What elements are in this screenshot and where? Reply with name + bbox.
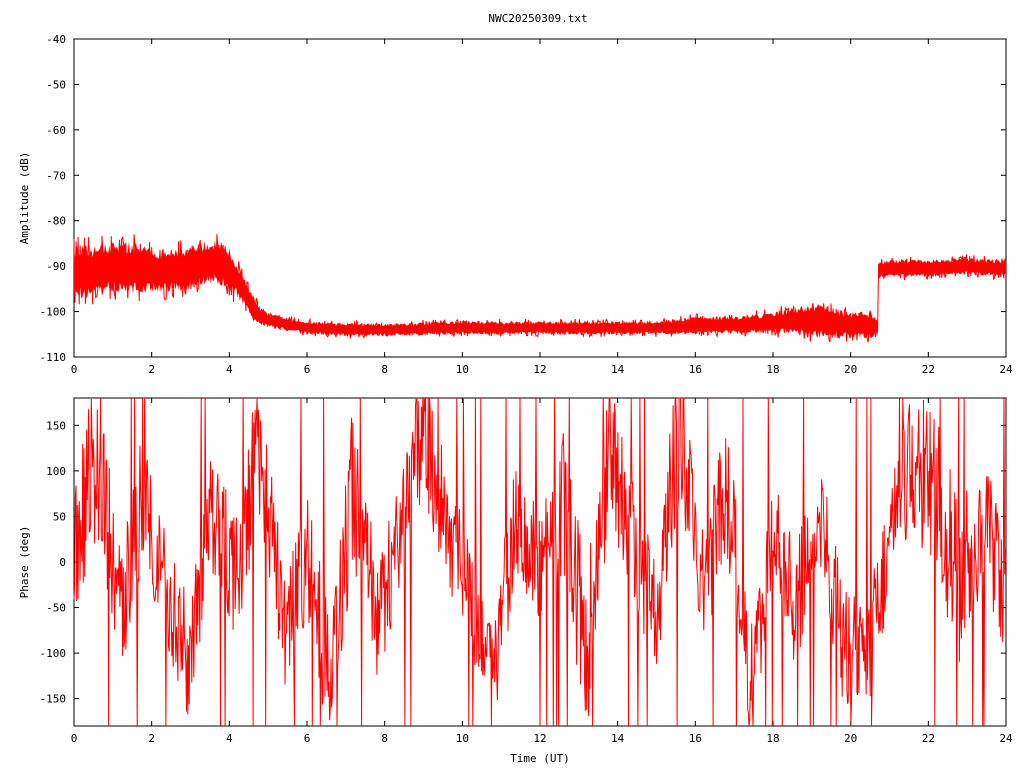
amplitude-series-band [74, 240, 1006, 339]
x-tick-label: 2 [148, 732, 155, 745]
x-tick-label: 4 [226, 732, 233, 745]
amplitude-plot-frame [73, 38, 1007, 358]
amplitude-series-line [73, 234, 1007, 343]
phase-panel: 0 2 4 6 8 10 12 14 16 18 20 22 24-150-100-5005010015… [18, 397, 1013, 765]
y-tick-label: -100 [40, 306, 67, 319]
x-tick-label: 0 [71, 363, 78, 376]
y-tick-label: -100 [40, 647, 67, 660]
x-tick-label: 10 [456, 732, 469, 745]
phase-ticks: 0 2 4 6 8 10 12 14 16 18 20 22 24-150-100-5005010015… [40, 398, 1013, 745]
y-tick-label: 150 [46, 419, 66, 432]
x-tick-label: 14 [611, 732, 625, 745]
y-tick-label: -90 [46, 260, 66, 273]
x-tick-label: 24 [999, 732, 1013, 745]
phase-series-line [73, 397, 1007, 727]
x-tick-label: 12 [533, 363, 546, 376]
y-tick-label: -50 [46, 78, 66, 91]
x-tick-label: 20 [844, 363, 857, 376]
y-tick-label: 50 [53, 510, 66, 523]
x-tick-label: 16 [689, 363, 702, 376]
x-tick-label: 24 [999, 363, 1013, 376]
x-tick-label: 22 [922, 363, 935, 376]
x-tick-label: 10 [456, 363, 469, 376]
x-tick-label: 22 [922, 732, 935, 745]
phase-ylabel: Phase (deg) [18, 526, 31, 599]
x-tick-label: 6 [304, 363, 311, 376]
amplitude-panel: 0 2 4 6 8 10 12 14 16 18 20 22 24-110-100-90-80-70-6… [18, 33, 1013, 376]
y-tick-label: -150 [40, 693, 67, 706]
y-tick-label: -110 [40, 351, 67, 364]
x-tick-label: 14 [611, 363, 625, 376]
chart-title: NWC20250309.txt [488, 12, 587, 25]
y-tick-label: -50 [46, 602, 66, 615]
x-tick-label: 12 [533, 732, 546, 745]
x-tick-label: 2 [148, 363, 155, 376]
y-tick-label: 100 [46, 465, 66, 478]
x-tick-label: 18 [766, 363, 779, 376]
x-tick-label: 0 [71, 732, 78, 745]
y-tick-label: -70 [46, 169, 66, 182]
y-tick-label: -60 [46, 124, 66, 137]
x-tick-label: 8 [381, 363, 388, 376]
x-tick-label: 8 [381, 732, 388, 745]
amplitude-ylabel: Amplitude (dB) [18, 152, 31, 245]
x-tick-label: 18 [766, 732, 779, 745]
x-tick-label: 20 [844, 732, 857, 745]
y-tick-label: 0 [59, 556, 66, 569]
x-tick-label: 4 [226, 363, 233, 376]
y-tick-label: -40 [46, 33, 66, 46]
x-tick-label: 6 [304, 732, 311, 745]
x-tick-label: 16 [689, 732, 702, 745]
y-tick-label: -80 [46, 215, 66, 228]
amplitude-ticks: 0 2 4 6 8 10 12 14 16 18 20 22 24-110-100-90-80-70-6… [40, 33, 1013, 376]
phase-xlabel: Time (UT) [510, 752, 570, 765]
